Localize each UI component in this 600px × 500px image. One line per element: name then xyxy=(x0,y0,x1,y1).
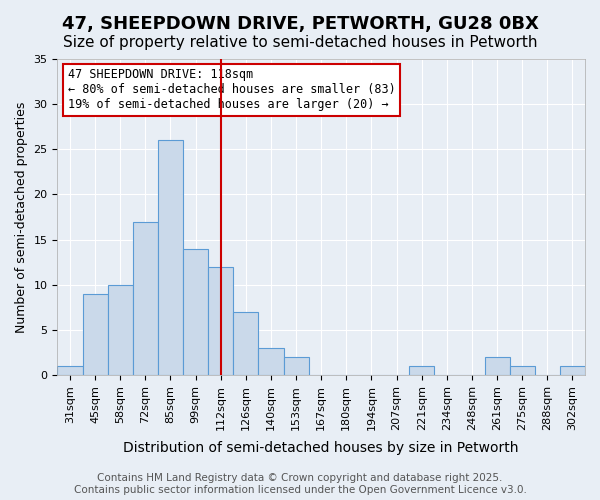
Bar xyxy=(233,312,259,375)
Bar xyxy=(284,357,308,375)
Bar xyxy=(107,284,133,375)
Bar xyxy=(58,366,83,375)
Bar xyxy=(509,366,535,375)
Bar xyxy=(183,248,208,375)
Text: 47 SHEEPDOWN DRIVE: 118sqm
← 80% of semi-detached houses are smaller (83)
19% of: 47 SHEEPDOWN DRIVE: 118sqm ← 80% of semi… xyxy=(68,68,396,112)
Bar xyxy=(259,348,284,375)
Bar xyxy=(133,222,158,375)
Bar xyxy=(158,140,183,375)
Bar xyxy=(208,266,233,375)
Text: Size of property relative to semi-detached houses in Petworth: Size of property relative to semi-detach… xyxy=(63,35,537,50)
Bar xyxy=(83,294,107,375)
Bar xyxy=(485,357,509,375)
X-axis label: Distribution of semi-detached houses by size in Petworth: Distribution of semi-detached houses by … xyxy=(124,441,519,455)
Y-axis label: Number of semi-detached properties: Number of semi-detached properties xyxy=(15,102,28,332)
Bar xyxy=(409,366,434,375)
Text: Contains HM Land Registry data © Crown copyright and database right 2025.
Contai: Contains HM Land Registry data © Crown c… xyxy=(74,474,526,495)
Text: 47, SHEEPDOWN DRIVE, PETWORTH, GU28 0BX: 47, SHEEPDOWN DRIVE, PETWORTH, GU28 0BX xyxy=(62,15,538,33)
Bar xyxy=(560,366,585,375)
